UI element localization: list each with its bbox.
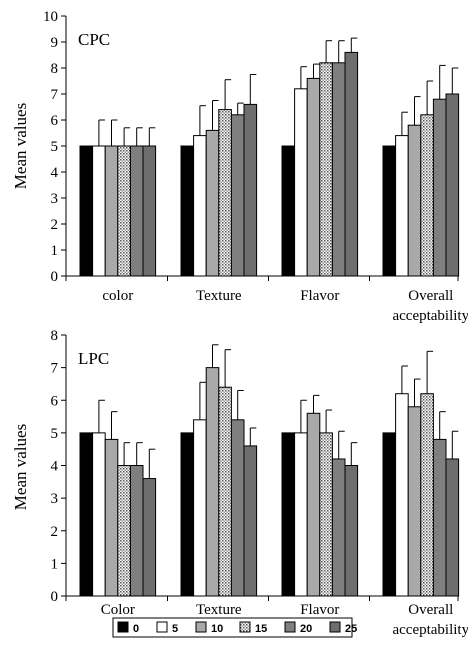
legend: 0 5 10 15 20 25 <box>112 617 357 638</box>
y-tick-label: 5 <box>51 426 59 442</box>
bar <box>243 103 258 277</box>
bar <box>382 432 397 597</box>
bar <box>79 145 94 277</box>
y-tick-label: 1 <box>51 556 59 572</box>
y-tick-label: 3 <box>51 491 59 507</box>
category-label: color <box>102 288 133 304</box>
bar <box>92 432 106 597</box>
category-label: Overall <box>408 602 453 618</box>
panel-title: LPC <box>78 349 109 368</box>
legend-swatch <box>284 621 296 633</box>
y-tick-label: 7 <box>51 87 59 103</box>
legend-label: 10 <box>211 623 223 635</box>
bar <box>142 145 157 277</box>
bar <box>230 419 245 597</box>
bar <box>218 386 232 597</box>
y-tick-label: 6 <box>51 113 59 129</box>
legend-label: 15 <box>255 623 267 635</box>
bar <box>180 145 195 277</box>
legend-swatch <box>117 621 129 633</box>
bar <box>395 393 409 597</box>
y-tick-label: 9 <box>51 35 59 51</box>
y-tick-label: 6 <box>51 393 59 409</box>
bar <box>319 62 333 277</box>
bar <box>294 432 308 597</box>
chart-lpc: Mean values LPC 0 1 2 3 4 5 6 7 8 Color Texture Fla… <box>11 328 468 638</box>
legend-label: 0 <box>133 623 139 635</box>
bar <box>117 145 131 277</box>
category-label: acceptability <box>392 308 468 324</box>
bar <box>395 135 409 277</box>
y-tick-label: 2 <box>51 524 59 540</box>
bar <box>193 135 207 277</box>
bar <box>92 145 106 277</box>
category-label: Overall <box>408 288 453 304</box>
bar <box>407 124 422 277</box>
y-tick-label: 10 <box>43 9 58 25</box>
bar <box>205 367 220 597</box>
bar <box>79 432 94 597</box>
bar <box>420 393 434 597</box>
bar <box>230 114 245 277</box>
y-tick-label: 8 <box>51 61 59 77</box>
category-label: Texture <box>196 602 242 618</box>
bar <box>281 145 296 277</box>
bar <box>344 51 359 277</box>
y-tick-label: 5 <box>51 139 59 155</box>
legend-swatch <box>156 621 168 633</box>
y-axis-label: Mean values <box>11 424 30 510</box>
bar <box>445 93 460 277</box>
category-label: Flavor <box>300 602 339 618</box>
bar <box>193 419 207 597</box>
bar <box>344 465 359 597</box>
bar <box>129 465 144 597</box>
legend-swatch <box>195 621 207 633</box>
category-label: Texture <box>196 288 242 304</box>
bar <box>445 458 460 597</box>
bar <box>218 109 232 277</box>
bar <box>432 438 447 597</box>
bar <box>420 114 434 277</box>
legend-label: 20 <box>300 623 312 635</box>
bar <box>129 145 144 277</box>
y-tick-label: 3 <box>51 191 59 207</box>
y-tick-label: 0 <box>51 589 59 605</box>
legend-label: 5 <box>172 623 178 635</box>
bar <box>281 432 296 597</box>
legend-swatch <box>239 621 251 633</box>
chart-cpc: Mean values CPC 0 1 2 3 4 5 6 7 8 9 10 color Texture… <box>11 9 468 324</box>
bar <box>407 406 422 597</box>
bar <box>432 98 447 277</box>
bar <box>294 88 308 277</box>
bar <box>180 432 195 597</box>
bar <box>104 438 119 597</box>
panel-title: CPC <box>78 30 110 49</box>
y-tick-label: 2 <box>51 217 59 233</box>
bar <box>382 145 397 277</box>
y-axis-label: Mean values <box>11 103 30 189</box>
bar <box>205 129 220 277</box>
bar <box>104 145 119 277</box>
legend-frame <box>112 617 353 638</box>
y-tick-label: 4 <box>51 459 59 475</box>
bar <box>331 458 346 597</box>
y-tick-label: 7 <box>51 361 59 377</box>
legend-label: 25 <box>345 623 357 635</box>
bar <box>319 432 333 597</box>
legend-swatch <box>329 621 341 633</box>
y-tick-label: 0 <box>51 269 59 285</box>
y-tick-label: 8 <box>51 328 59 344</box>
category-label: Color <box>101 602 135 618</box>
bar <box>306 77 321 277</box>
bar <box>243 445 258 597</box>
category-label: acceptability <box>392 622 468 638</box>
bar <box>142 478 157 597</box>
bar <box>331 62 346 277</box>
y-tick-label: 1 <box>51 243 59 259</box>
category-label: Flavor <box>300 288 339 304</box>
bar <box>117 465 131 597</box>
bar <box>306 412 321 597</box>
y-tick-label: 4 <box>51 165 59 181</box>
